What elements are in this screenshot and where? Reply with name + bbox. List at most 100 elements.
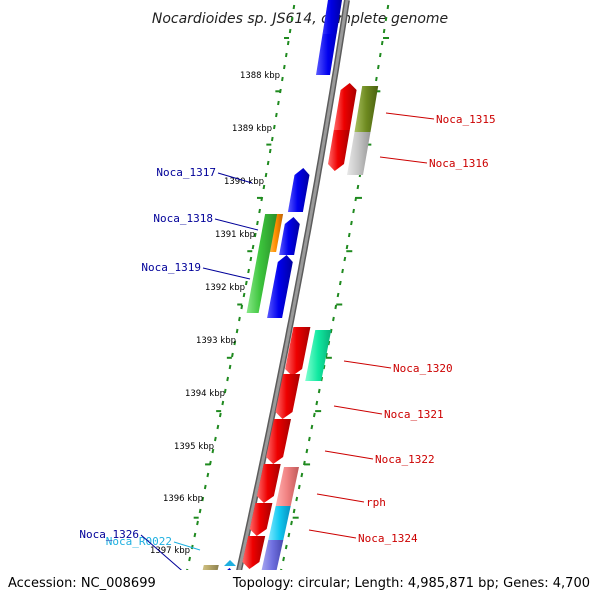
minor-tick: [380, 40, 384, 46]
gene-block-red: [249, 503, 273, 536]
minor-tick: [282, 556, 286, 562]
accession-text: Accession: NC_008699: [8, 576, 156, 591]
minor-tick: [292, 508, 296, 514]
gene-label-right: Noca_1320: [393, 362, 453, 375]
backbone-line: [230, 0, 349, 600]
minor-tick: [228, 364, 232, 370]
minor-tick: [277, 100, 280, 106]
gene-block-noca-1317: [287, 168, 310, 212]
minor-tick: [270, 136, 274, 142]
minor-tick: [188, 556, 192, 562]
genome-summary-text: Topology: circular; Length: 4,985,871 bp…: [232, 576, 590, 591]
gene-label-right: Noca_1324: [358, 532, 418, 545]
minor-tick: [249, 256, 253, 262]
minor-tick: [382, 28, 386, 34]
minor-tick: [273, 124, 276, 130]
minor-tick: [208, 460, 212, 466]
minor-tick: [223, 388, 227, 394]
minor-tick: [312, 412, 316, 418]
label-leader-line: [214, 218, 259, 231]
kbp-label: 1396 kbp: [163, 494, 203, 504]
minor-tick: [315, 400, 319, 406]
gene-features: [195, 0, 379, 600]
gene-block-noca-1320-feature: [305, 330, 332, 381]
minor-tick: [343, 256, 347, 262]
label-leader-line: [202, 267, 251, 280]
minor-tick: [295, 496, 299, 502]
minor-tick: [266, 160, 270, 166]
gene-label-left: Noca_1317: [156, 166, 216, 179]
minor-tick: [262, 184, 266, 190]
gene-label-right: rph: [366, 496, 386, 509]
minor-tick: [307, 436, 311, 442]
gene-label-left: Noca_1326: [79, 528, 139, 541]
label-leader-line: [308, 529, 357, 539]
kbp-label: 1391 kbp: [215, 230, 255, 240]
map-title: Nocardioides sp. JS614, complete genome: [152, 11, 448, 27]
minor-tick: [287, 532, 291, 538]
minor-tick: [347, 232, 351, 238]
minor-tick: [251, 244, 255, 250]
minor-tick: [235, 328, 239, 334]
minor-tick: [375, 76, 378, 82]
minor-tick: [320, 376, 324, 382]
kbp-label: 1389 kbp: [232, 124, 272, 134]
gene-label-left: Noca_1319: [141, 261, 201, 274]
minor-tick: [356, 184, 360, 190]
minor-tick: [341, 268, 344, 274]
minor-tick: [338, 280, 342, 286]
kbp-label: 1393 kbp: [196, 336, 236, 346]
minor-tick: [244, 280, 248, 286]
footer-background: [0, 570, 600, 600]
minor-tick: [332, 316, 335, 322]
minor-tick: [336, 292, 340, 298]
label-leader-line: [316, 493, 365, 503]
minor-tick: [334, 304, 338, 310]
gene-block-blue-light: [322, 0, 342, 34]
minor-tick: [317, 388, 321, 394]
kbp-label: 1397 kbp: [150, 546, 190, 556]
minor-tick: [242, 292, 246, 298]
minor-tick: [247, 268, 250, 274]
minor-tick: [300, 472, 304, 478]
minor-tick: [288, 28, 292, 34]
gene-block-noca-1318-feature: [268, 214, 284, 252]
gene-block-noca-1318: [279, 217, 300, 255]
gene-block-rph: [256, 464, 281, 503]
gene-label-right: Noca_1322: [375, 453, 435, 466]
minor-tick: [283, 64, 286, 70]
minor-tick: [325, 352, 328, 358]
minor-tick: [240, 304, 244, 310]
gene-block-rph-feature: [275, 467, 299, 506]
label-leader-line: [343, 360, 392, 369]
gene-block-red: [285, 327, 311, 376]
kbp-scale: 1388 kbp 1389 kbp 1390 kbp 1391 kbp 1392 kbp…: [150, 71, 280, 556]
minor-tick: [218, 412, 222, 418]
label-leader-line: [217, 172, 253, 184]
gene-label-right: Noca_1315: [436, 113, 496, 126]
minor-tick: [190, 544, 194, 550]
gene-label-right: Noca_1316: [429, 157, 489, 170]
minor-tick: [213, 436, 217, 442]
minor-tick: [305, 448, 309, 454]
gene-block-noca-1324-feature: [261, 540, 284, 572]
minor-tick: [386, 4, 390, 10]
minor-tick: [233, 340, 237, 346]
minor-tick: [268, 148, 272, 154]
minor-tick: [258, 208, 261, 214]
label-leader-line: [379, 156, 428, 164]
gene-block-noca-1324: [242, 536, 266, 569]
label-leader-line: [173, 541, 201, 551]
minor-tick: [384, 16, 388, 22]
kbp-label: 1390 kbp: [224, 177, 264, 187]
gene-block-noca-1315: [333, 83, 357, 130]
gene-block-noca-1321: [275, 374, 301, 419]
minor-tick: [253, 232, 257, 238]
minor-tick: [203, 484, 207, 490]
minor-tick: [284, 544, 288, 550]
minor-tick: [286, 40, 290, 46]
minor-tick: [193, 532, 197, 538]
minor-tick: [196, 520, 199, 526]
minor-tick: [226, 376, 230, 382]
gene-block-red: [328, 130, 350, 171]
